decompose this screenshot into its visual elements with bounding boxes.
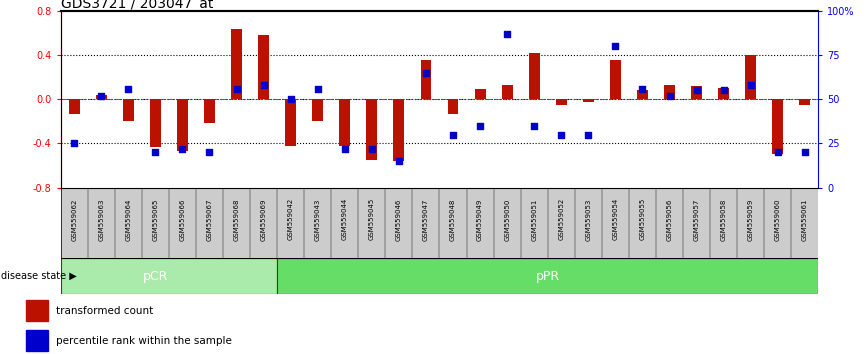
Point [365, 146, 378, 152]
Text: GSM559046: GSM559046 [396, 198, 402, 241]
Text: GSM559051: GSM559051 [531, 198, 537, 241]
Bar [583, 99, 594, 102]
Text: GSM559049: GSM559049 [477, 198, 483, 241]
Text: GSM559053: GSM559053 [585, 198, 591, 241]
Bar [393, 99, 404, 161]
Text: GSM559056: GSM559056 [667, 198, 673, 241]
Text: GSM559069: GSM559069 [261, 198, 267, 241]
Bar [448, 99, 458, 114]
Point [609, 43, 623, 49]
Text: GSM559045: GSM559045 [369, 198, 375, 240]
Text: GSM559058: GSM559058 [721, 198, 727, 241]
Text: percentile rank within the sample: percentile rank within the sample [56, 336, 232, 346]
Text: GSM559064: GSM559064 [126, 198, 132, 241]
Bar [475, 89, 486, 99]
Bar [339, 99, 350, 145]
Text: GSM559067: GSM559067 [206, 198, 212, 241]
Bar [123, 99, 133, 121]
Point [148, 149, 162, 155]
Point [203, 149, 216, 155]
Text: GDS3721 / 203047_at: GDS3721 / 203047_at [61, 0, 213, 11]
Text: GSM559047: GSM559047 [423, 198, 429, 241]
Text: GSM559055: GSM559055 [639, 198, 645, 240]
Text: GSM559052: GSM559052 [559, 198, 565, 240]
Bar [277, 258, 818, 294]
Point [284, 96, 298, 102]
Point [744, 82, 758, 88]
Text: GSM559059: GSM559059 [747, 198, 753, 241]
Bar [610, 61, 621, 99]
Text: GSM559054: GSM559054 [612, 198, 618, 240]
Bar [68, 99, 80, 114]
Bar [501, 85, 513, 99]
Point [176, 146, 190, 152]
Point [419, 70, 433, 75]
Text: disease state ▶: disease state ▶ [1, 271, 76, 281]
Point [229, 86, 243, 91]
Point [473, 123, 487, 129]
Bar [204, 99, 215, 124]
Text: GSM559057: GSM559057 [694, 198, 700, 241]
Text: GSM559043: GSM559043 [314, 198, 320, 241]
Text: GSM559063: GSM559063 [98, 198, 104, 241]
Bar [772, 99, 783, 154]
Text: GSM559068: GSM559068 [234, 198, 240, 241]
Point [717, 87, 731, 93]
Bar [529, 53, 540, 99]
Text: GSM559044: GSM559044 [342, 198, 348, 240]
Point [446, 132, 460, 137]
Bar [691, 86, 702, 99]
Text: GSM559066: GSM559066 [179, 198, 185, 241]
Point [68, 141, 81, 146]
Bar [366, 99, 378, 160]
Point [527, 123, 541, 129]
Point [581, 132, 595, 137]
Bar [799, 99, 811, 105]
Text: transformed count: transformed count [56, 306, 153, 316]
Bar [637, 90, 648, 99]
Bar [664, 85, 675, 99]
Point [662, 93, 676, 98]
Text: GSM559061: GSM559061 [802, 198, 808, 241]
Point [338, 146, 352, 152]
Point [771, 149, 785, 155]
Point [689, 87, 703, 93]
Text: GSM559065: GSM559065 [152, 198, 158, 241]
Point [392, 158, 406, 164]
Point [501, 31, 514, 36]
Bar [421, 61, 431, 99]
Text: GSM559042: GSM559042 [288, 198, 294, 240]
Text: GSM559060: GSM559060 [775, 198, 781, 241]
Text: GSM559062: GSM559062 [71, 198, 77, 241]
Bar [285, 99, 296, 145]
Bar [258, 35, 269, 99]
Bar [61, 258, 277, 294]
Text: GSM559048: GSM559048 [450, 198, 456, 241]
Bar [746, 55, 756, 99]
Point [256, 82, 270, 88]
Point [121, 86, 135, 91]
Bar [313, 99, 323, 121]
Point [94, 93, 108, 98]
Bar [26, 300, 48, 321]
Text: GSM559050: GSM559050 [504, 198, 510, 241]
Bar [150, 99, 161, 147]
Bar [231, 29, 242, 99]
Text: pPR: pPR [536, 270, 559, 282]
Bar [26, 330, 48, 351]
Bar [556, 99, 566, 105]
Point [554, 132, 568, 137]
Point [798, 149, 811, 155]
Point [636, 86, 650, 91]
Bar [96, 95, 107, 99]
Point [311, 86, 325, 91]
Text: pCR: pCR [143, 270, 168, 282]
Bar [718, 88, 729, 99]
Bar [177, 99, 188, 151]
